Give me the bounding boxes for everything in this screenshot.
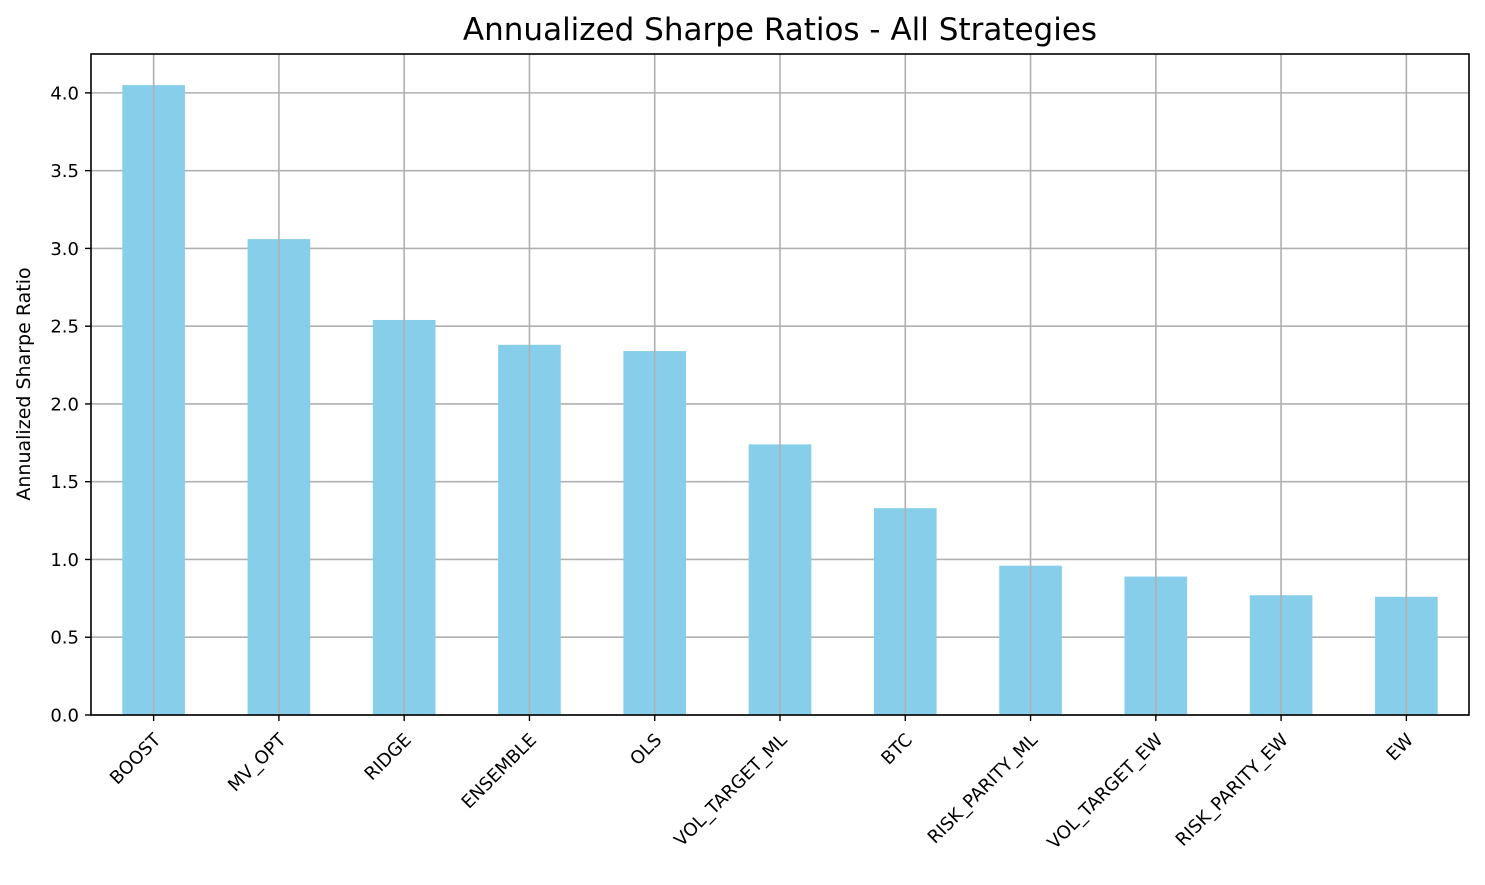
y-tick-label: 1.5 bbox=[50, 472, 79, 493]
y-axis-label: Annualized Sharpe Ratio bbox=[13, 267, 35, 500]
y-tick-label: 3.5 bbox=[50, 161, 79, 182]
vertical-grid-lines bbox=[152, 54, 1408, 715]
y-tick-label: 1.0 bbox=[50, 550, 79, 571]
chart-title: Annualized Sharpe Ratios - All Strategie… bbox=[463, 12, 1097, 48]
y-axis-ticks: 0.0 0.5 1.0 1.5 2.0 2.5 3.0 3.5 4.0 bbox=[50, 83, 91, 727]
y-tick-label: 2.0 bbox=[50, 394, 79, 415]
y-tick-label: 3.0 bbox=[50, 239, 79, 260]
y-tick-label: 4.0 bbox=[50, 83, 79, 104]
y-tick-label: 0.0 bbox=[50, 706, 79, 727]
y-tick-label: 0.5 bbox=[50, 628, 79, 649]
y-tick-label: 2.5 bbox=[50, 317, 79, 338]
